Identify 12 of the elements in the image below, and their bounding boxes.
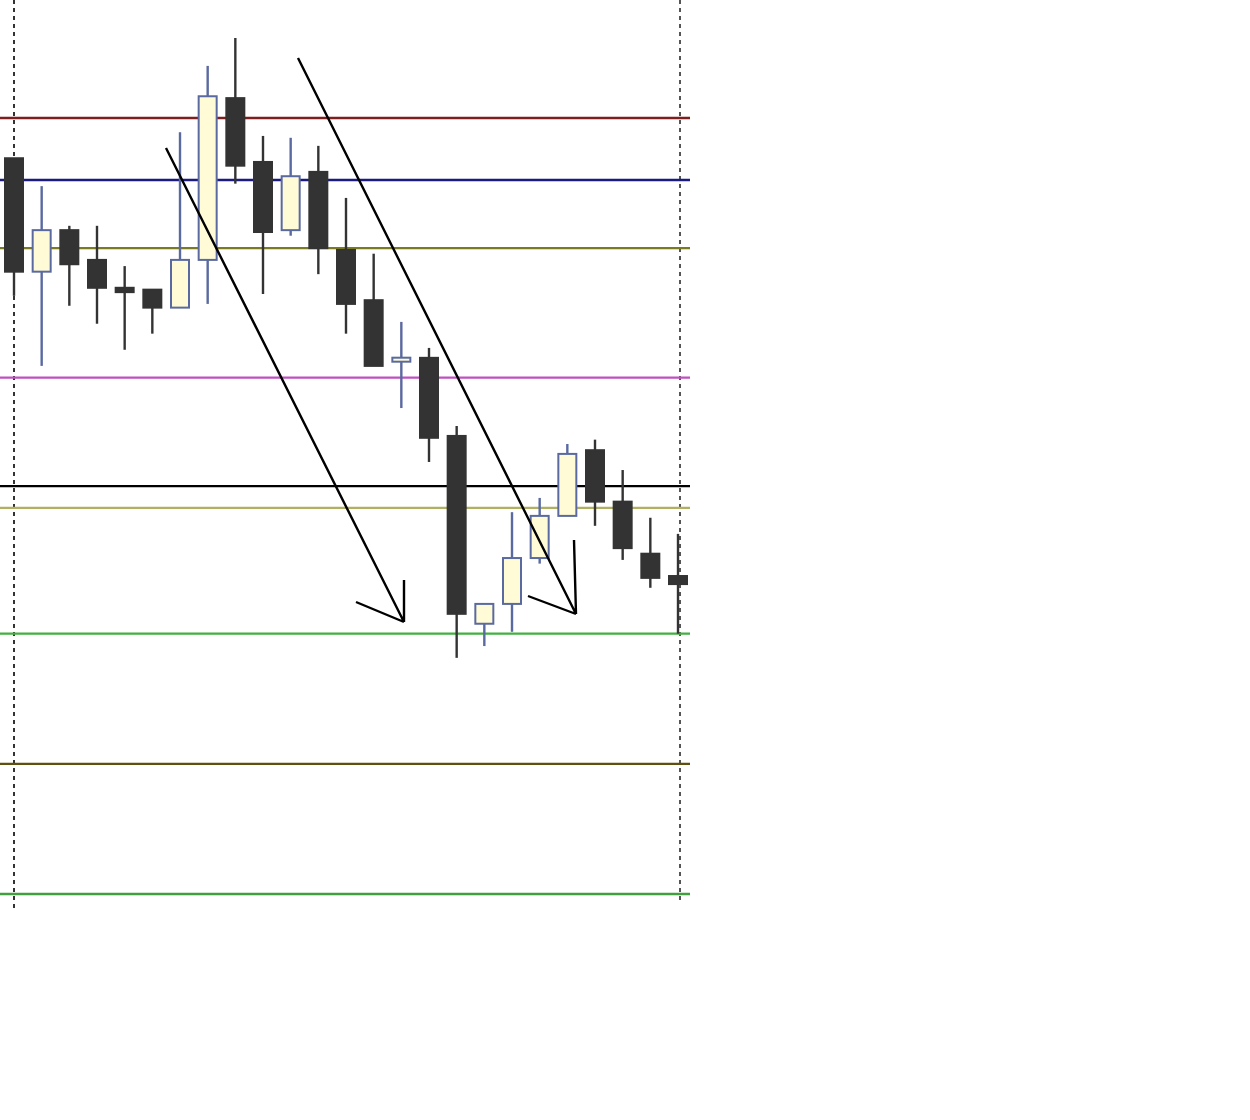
candlestick [668,532,688,635]
candlestick [612,468,633,562]
candlestick [142,288,163,335]
candlestick [502,510,522,634]
candlestick [391,320,412,410]
candlestick [31,184,52,368]
candlestick [170,131,190,309]
candlestick [640,516,661,589]
candlestick [59,224,80,307]
candlestick [114,264,135,351]
candlestick [87,224,107,325]
candlestick [474,602,495,648]
